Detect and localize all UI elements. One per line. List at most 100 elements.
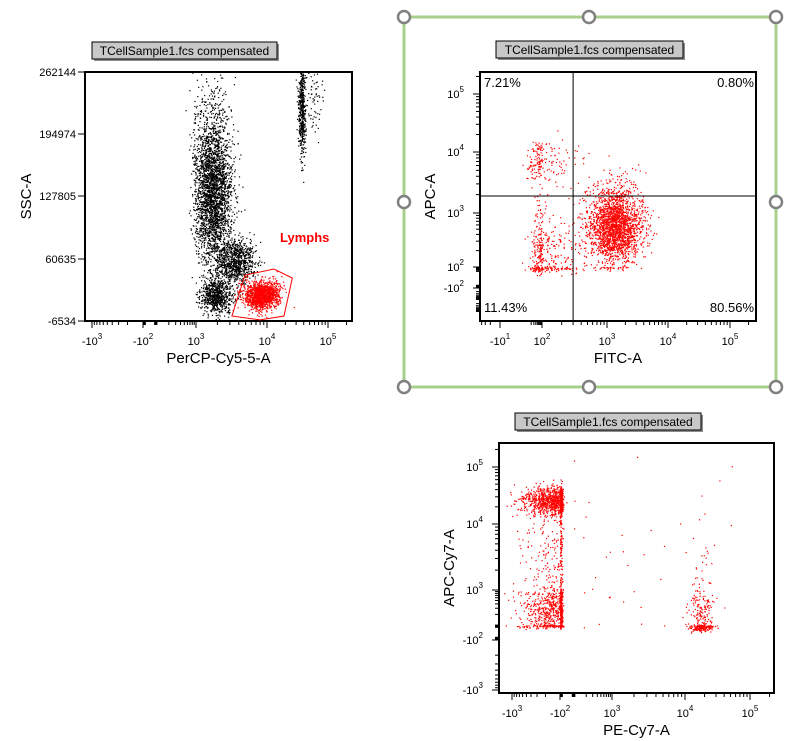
event-dot (198, 190, 200, 192)
event-dot (204, 175, 206, 177)
event-dot (205, 306, 207, 308)
event-dot (194, 105, 196, 108)
event-dot (301, 134, 303, 136)
event-dot (203, 302, 205, 304)
event-dot (223, 187, 226, 190)
event-dot (205, 116, 207, 118)
event-dot (216, 177, 218, 179)
event-dot (220, 148, 222, 150)
event-dot (217, 235, 219, 237)
resize-handle-nw[interactable] (396, 9, 412, 25)
event-dot (241, 255, 243, 257)
resize-handle-ne[interactable] (768, 9, 784, 25)
event-dot (201, 127, 203, 129)
event-dot (219, 190, 221, 192)
event-dot (303, 101, 305, 103)
event-dot (224, 184, 226, 187)
event-dot (235, 277, 237, 279)
event-dot (220, 174, 222, 176)
event-dot (303, 86, 305, 88)
event-dot (228, 106, 230, 108)
event-dot (220, 220, 222, 222)
event-dot (224, 111, 226, 113)
event-dot (232, 254, 235, 256)
event-dot (234, 169, 236, 171)
resize-handle-w[interactable] (396, 194, 412, 210)
event-dot (219, 235, 221, 237)
event-dot (226, 272, 228, 274)
event-dot (220, 243, 222, 245)
event-dot (207, 202, 209, 204)
event-dot (238, 272, 240, 274)
event-dot (218, 285, 220, 287)
event-dot (213, 285, 215, 287)
event-dot (300, 122, 302, 124)
event-dot (302, 95, 304, 97)
event-dot (224, 280, 226, 283)
event-dot (207, 234, 209, 236)
event-dot (246, 269, 248, 271)
event-dot (204, 149, 206, 151)
selection-frame[interactable] (396, 9, 784, 395)
event-dot (211, 187, 213, 189)
event-dot (235, 270, 237, 272)
event-dot (224, 272, 226, 274)
event-dot (224, 315, 226, 317)
resize-handle-e[interactable] (768, 194, 784, 210)
event-dot (203, 145, 205, 147)
event-dot (200, 210, 202, 212)
event-dot (215, 247, 217, 250)
event-dot (230, 253, 232, 255)
event-dot (300, 129, 302, 131)
event-dot (219, 284, 221, 286)
event-dot (207, 272, 209, 274)
event-dot (220, 151, 223, 153)
event-dot (208, 290, 210, 292)
event-dot (224, 202, 226, 204)
event-dot (219, 174, 221, 176)
event-dot (214, 181, 216, 183)
event-dot (203, 286, 205, 288)
event-dot (216, 155, 218, 158)
event-dot (210, 137, 213, 139)
event-dot (216, 171, 218, 173)
event-dot (219, 113, 221, 115)
event-dot (223, 218, 225, 220)
event-dot (208, 179, 210, 181)
event-dot (208, 177, 210, 179)
event-dot (222, 216, 224, 218)
event-dot (239, 265, 241, 267)
event-dot (199, 184, 201, 186)
event-dot (225, 250, 227, 253)
resize-handle-s[interactable] (581, 379, 597, 395)
event-dot (222, 199, 224, 201)
event-dot (206, 156, 209, 158)
event-dot (224, 288, 226, 290)
event-dot (210, 198, 213, 201)
event-dot (221, 197, 223, 199)
event-dot (197, 202, 199, 205)
event-dot (216, 144, 218, 146)
event-dot (214, 170, 216, 172)
event-dot (208, 232, 210, 234)
event-dot (207, 144, 209, 147)
resize-handle-n[interactable] (581, 9, 597, 25)
event-dot (196, 79, 198, 81)
event-dot (222, 152, 224, 154)
event-dot (207, 141, 209, 143)
event-dot (218, 215, 220, 217)
resize-handle-sw[interactable] (396, 379, 412, 395)
event-dot (210, 189, 212, 191)
event-dot (246, 237, 248, 239)
resize-handle-se[interactable] (768, 379, 784, 395)
event-dot (220, 121, 222, 124)
event-dot (229, 249, 231, 251)
event-dot (226, 255, 228, 257)
event-dot (199, 168, 201, 170)
event-dot (203, 259, 205, 261)
event-dot (208, 287, 210, 289)
event-dot (303, 133, 305, 135)
event-dot (243, 281, 245, 283)
event-dot (252, 274, 254, 276)
